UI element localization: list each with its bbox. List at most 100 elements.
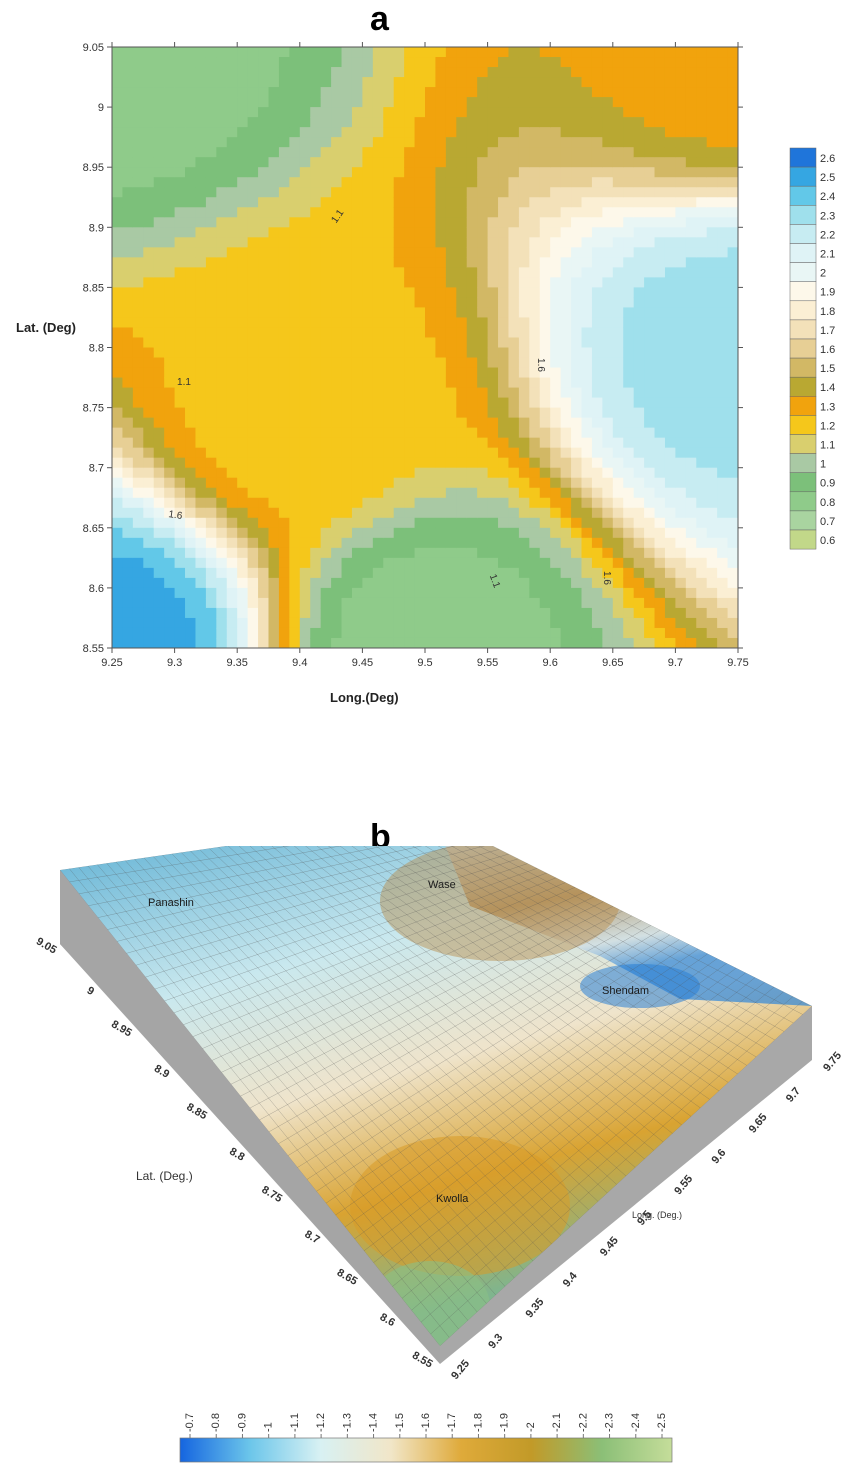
x-tick-label: 9.3: [167, 657, 182, 669]
contour-cell: [696, 597, 708, 609]
contour-cell: [591, 417, 603, 429]
contour-cell: [268, 437, 280, 449]
contour-cell: [529, 287, 541, 299]
contour-cell: [195, 407, 207, 419]
contour-cell: [414, 67, 426, 78]
contour-cell: [664, 627, 676, 639]
contour-cell: [153, 227, 165, 238]
contour-cell: [477, 397, 489, 409]
contour-cell: [414, 627, 426, 639]
contour-cell: [258, 267, 270, 278]
contour-cell: [185, 307, 197, 319]
mesh-line: [330, 846, 710, 1100]
contour-cell: [518, 47, 530, 58]
contour-cell: [477, 317, 489, 329]
contour-cell: [508, 47, 520, 58]
contour-cell: [341, 257, 353, 268]
contour-cell: [216, 467, 228, 479]
contour-cell: [675, 57, 687, 68]
contour-cell: [278, 437, 290, 449]
contour-cell: [247, 547, 259, 559]
contour-cell: [508, 147, 520, 158]
contour-cell: [258, 627, 270, 639]
contour-cell: [435, 567, 447, 579]
contour-cell: [685, 277, 697, 288]
contour-cell: [174, 297, 186, 309]
contour-cell: [226, 67, 238, 78]
contour-cell: [122, 407, 134, 419]
contour-cell: [664, 377, 676, 389]
contour-cell: [550, 557, 562, 569]
contour-cell: [299, 357, 311, 369]
contour-cell: [299, 547, 311, 559]
contour-cell: [258, 87, 270, 98]
contour-cell: [393, 607, 405, 619]
contour-cell: [289, 607, 301, 619]
contour-cell: [466, 157, 478, 168]
contour-cell: [581, 477, 593, 489]
contour-cell: [591, 607, 603, 619]
contour-cell: [226, 367, 238, 379]
contour-cell: [675, 507, 687, 519]
contour-cell: [435, 87, 447, 98]
contour-cell: [508, 637, 520, 648]
contour-cell: [560, 147, 572, 158]
contour-cell: [518, 637, 530, 648]
mesh-line: [287, 929, 661, 1156]
contour-cell: [644, 177, 656, 188]
contour-cell: [247, 117, 259, 128]
contour-cell: [654, 377, 666, 389]
contour-cell: [216, 387, 228, 399]
contour-cell: [706, 427, 718, 439]
contour-cell: [633, 167, 645, 178]
mesh-line: [306, 939, 680, 1180]
contour-cell: [205, 227, 217, 238]
contour-cell: [404, 507, 416, 519]
contour-cell: [247, 367, 259, 379]
contour-cell: [404, 567, 416, 579]
contour-cell: [112, 357, 124, 369]
contour-cell: [612, 227, 624, 238]
contour-cell: [644, 507, 656, 519]
contour-cell: [174, 127, 186, 138]
contour-cell: [664, 517, 676, 529]
contour-cell: [393, 447, 405, 459]
contour-cell: [195, 567, 207, 579]
contour-cell: [623, 257, 635, 268]
contour-cell: [331, 297, 343, 309]
contour-cell: [425, 217, 437, 228]
contour-cell: [122, 597, 134, 609]
contour-cell: [550, 597, 562, 609]
contour-cell: [268, 177, 280, 188]
contour-cell: [341, 617, 353, 629]
contour-cell: [539, 507, 551, 519]
contour-cell: [310, 247, 322, 258]
mesh-line: [265, 846, 645, 1160]
contour-cell: [153, 97, 165, 108]
contour-cell: [425, 587, 437, 599]
contour-cell: [310, 237, 322, 248]
contour-cell: [435, 587, 447, 599]
contour-cell: [205, 507, 217, 519]
contour-cell: [299, 207, 311, 218]
contour-cell: [404, 237, 416, 248]
contour-cell: [331, 227, 343, 238]
contour-cell: [174, 147, 186, 158]
contour-cell: [487, 217, 499, 228]
contour-cell: [122, 337, 134, 349]
colorbar-label: 1.9: [820, 287, 835, 299]
contour-cell: [341, 117, 353, 128]
contour-cell: [132, 387, 144, 399]
contour-cell: [591, 197, 603, 208]
contour-cell: [435, 327, 447, 339]
contour-cell: [143, 267, 155, 278]
lat-axis-title-b: Lat. (Deg.): [136, 1169, 193, 1183]
contour-cell: [205, 327, 217, 339]
contour-cell: [404, 617, 416, 629]
contour-cell: [351, 357, 363, 369]
contour-cell: [351, 397, 363, 409]
contour-cell: [331, 407, 343, 419]
contour-cell: [675, 257, 687, 268]
contour-cell: [706, 437, 718, 449]
contour-cell: [498, 617, 510, 629]
